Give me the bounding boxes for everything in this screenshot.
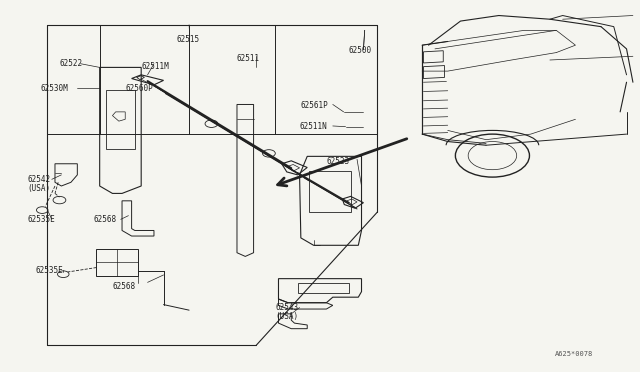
Text: 62530M: 62530M [40, 84, 68, 93]
Text: (USA): (USA) [28, 185, 51, 193]
Text: 62543: 62543 [275, 303, 298, 312]
Text: 62568: 62568 [93, 215, 116, 224]
Text: (USA): (USA) [275, 312, 298, 321]
Text: 62511N: 62511N [300, 122, 327, 131]
Text: 62535E: 62535E [28, 215, 55, 224]
Text: 62523: 62523 [326, 157, 349, 166]
Text: 62511: 62511 [237, 54, 260, 62]
Text: A625*0078: A625*0078 [555, 351, 593, 357]
Text: 62522: 62522 [60, 59, 83, 68]
Text: 62560P: 62560P [126, 84, 154, 93]
Text: 62511M: 62511M [141, 62, 169, 71]
Text: 62542: 62542 [28, 175, 51, 184]
Text: 62568: 62568 [113, 282, 136, 291]
Text: 62561P: 62561P [301, 101, 328, 110]
Text: 62515: 62515 [176, 35, 200, 44]
Text: 62500: 62500 [349, 46, 372, 55]
Text: 62535E: 62535E [36, 266, 63, 275]
